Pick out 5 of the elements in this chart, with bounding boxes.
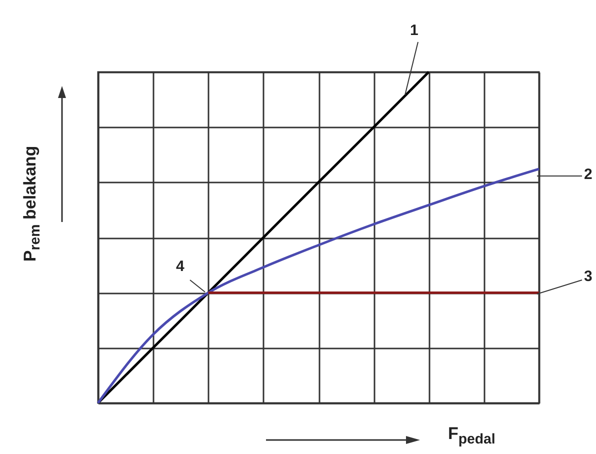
text: 2 [584,166,592,183]
x-axis-title: F$_{pedal}$ [448,424,496,448]
text: 1 [410,22,418,39]
text: 3 [584,268,592,285]
annotation: 4 [176,258,184,275]
